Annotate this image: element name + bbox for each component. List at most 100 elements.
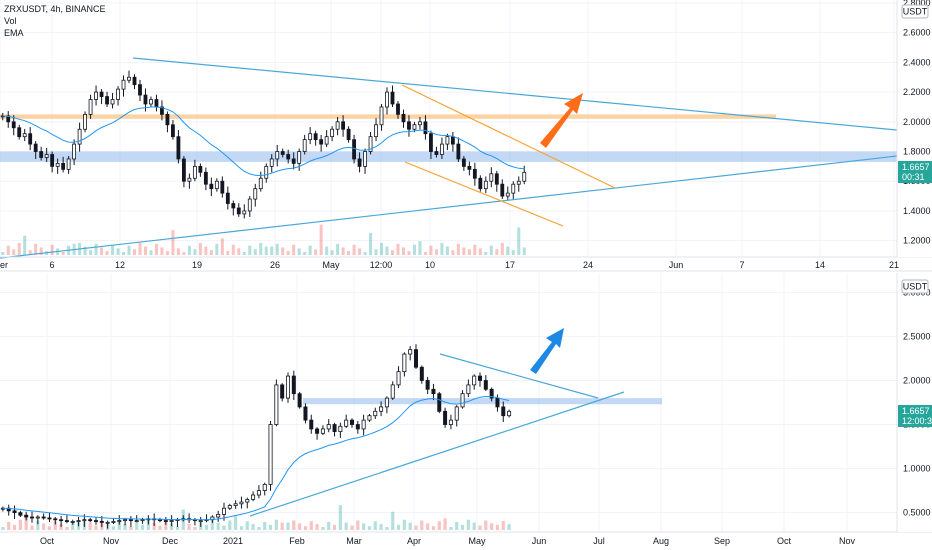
top-x-axis: er 6 12 19 26 May 12:00 10 17 24 Jun 7 14 21 [0, 260, 899, 270]
top-channel-lower[interactable] [404, 161, 564, 227]
candle-down [165, 113, 170, 126]
candle-up [123, 519, 128, 522]
candle-down [456, 143, 461, 160]
volume-bar [7, 521, 11, 530]
volume-bar [61, 252, 65, 255]
x-tick-label: Sep [714, 536, 730, 546]
volume-bar [297, 248, 301, 255]
volume-bar [146, 519, 150, 530]
y-tick-label: 1.4000 [903, 206, 931, 216]
bottom-x-axis: Oct Nov Dec 2021 Feb Mar Apr May Jun Jul Aug Sep Oct… [40, 536, 856, 546]
y-tick-label: 1.8000 [903, 147, 931, 157]
candle-down [88, 519, 93, 522]
y-tick-label: 2.5000 [903, 331, 931, 341]
candle-down [143, 94, 148, 105]
top-channel-upper[interactable] [401, 84, 616, 189]
candle-down [489, 388, 494, 399]
arrow-up-right-icon[interactable] [530, 328, 564, 374]
volume-bar [321, 527, 325, 530]
volume-bar [336, 243, 340, 255]
volume-bar [50, 244, 54, 255]
candle-up [460, 393, 465, 408]
top-ascending-trendline[interactable] [0, 155, 898, 259]
candle-down [64, 520, 69, 522]
volume-bar [175, 526, 180, 530]
top-currency-badge[interactable]: USDT [901, 4, 929, 19]
volume-bar [367, 526, 372, 530]
bottom-currency-badge[interactable]: USDT [901, 279, 929, 294]
x-tick-label: Aug [653, 536, 669, 546]
legend-vol[interactable]: Vol [4, 16, 17, 26]
volume-bar [380, 242, 384, 255]
candle-down [332, 424, 337, 432]
volume-bar [495, 249, 499, 255]
volume-bar [204, 246, 208, 255]
volume-bar [111, 244, 115, 255]
arrow-up-right-icon[interactable] [540, 93, 583, 148]
candle-down [154, 99, 159, 108]
volume-bar [401, 247, 405, 255]
volume-bar [462, 247, 466, 255]
x-tick-label: 26 [270, 260, 280, 270]
top-grid [0, 0, 897, 257]
candle-up [408, 349, 413, 355]
candle-up [385, 91, 389, 108]
volume-bar [431, 526, 436, 530]
candle-up [379, 406, 384, 412]
volume-bar [362, 523, 366, 530]
candle-up [253, 188, 258, 200]
volume-bar [259, 242, 263, 255]
volume-bar [412, 244, 416, 255]
candle-up [326, 424, 331, 430]
y-tick-label: 1.0000 [903, 464, 931, 474]
volume-bar [165, 251, 169, 255]
candle-down [209, 183, 214, 190]
candle-down [94, 520, 99, 522]
candle-up [285, 375, 290, 399]
candle-down [494, 173, 499, 185]
candle-down [33, 143, 38, 152]
candle-up [489, 173, 494, 182]
candle-up [448, 419, 453, 425]
volume-bar [449, 527, 453, 530]
bottom-descending-trendline[interactable] [439, 353, 599, 399]
volume-bar [478, 248, 482, 255]
candle-up [374, 124, 378, 138]
candle-down [431, 388, 436, 395]
volume-bar [408, 522, 412, 530]
top-descending-trendline[interactable] [132, 57, 898, 131]
volume-bar [473, 244, 477, 255]
y-tick-label: 1.2000 [903, 236, 931, 246]
volume-bar [132, 249, 137, 255]
volume-bar [270, 246, 274, 255]
candle-up [111, 521, 116, 523]
bottom-price-tag-countdown: 12:00:31 [902, 416, 932, 426]
candle-up [472, 375, 477, 386]
candle-down [12, 510, 17, 514]
legend-symbol[interactable]: ZRXUSDT, 4h, BINANCE [4, 4, 106, 14]
legend-ema[interactable]: EMA [4, 28, 24, 38]
volume-bar [495, 524, 500, 530]
volume-bar [198, 242, 202, 255]
candle-up [94, 91, 98, 100]
candle-up [140, 519, 145, 522]
volume-bar [187, 245, 191, 255]
volume-bar [445, 246, 449, 255]
candle-down [413, 349, 418, 368]
volume-bar [314, 249, 318, 255]
candle-up [192, 165, 197, 179]
candle-up [522, 171, 527, 182]
candle-down [203, 171, 208, 185]
volume-bar [429, 245, 433, 255]
candle-down [59, 519, 64, 522]
candle-up [302, 139, 307, 152]
candle-up [454, 406, 459, 421]
drawings [0, 57, 898, 517]
candle-up [505, 192, 510, 197]
bottom-ascending-trendline[interactable] [249, 391, 625, 517]
volume-bar [344, 522, 348, 530]
volume-bar [407, 251, 411, 255]
volume-bar [152, 522, 156, 530]
candle-up [412, 124, 417, 130]
